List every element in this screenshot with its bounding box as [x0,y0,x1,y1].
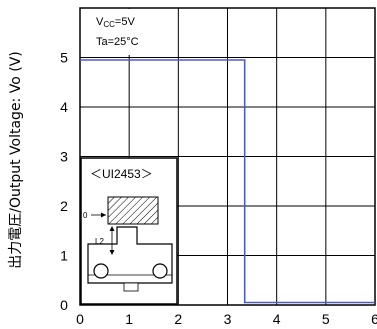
x-tick-1: 1 [125,311,133,327]
x-tick-2: 2 [174,311,182,327]
l2-arrow-head-bottom [109,250,115,255]
y-tick-0: 0 [60,297,68,313]
conditions-box-background [81,9,153,55]
vcc-value: =5V [115,16,136,28]
x-tick-6: 6 [371,311,377,327]
inset-border [80,157,178,305]
part-number-label: ＜UI2453＞ [90,167,153,181]
plot-frame [79,7,376,306]
y-tick-labels: 0 1 2 3 4 5 [60,50,68,314]
vcc-label: VCC=5V [96,16,135,29]
y-tick-4: 4 [60,99,68,115]
x-tick-labels: 0 1 2 3 4 5 6 [76,311,377,327]
conditions-box: VCC=5V Ta=25°C [81,9,153,55]
x-tick-0: 0 [76,311,84,327]
x-tick-5: 5 [322,311,330,327]
left-mounting-hole [93,263,109,279]
x-tick-4: 4 [273,311,281,327]
vcc-main: V [96,16,104,28]
y-tick-5: 5 [60,50,68,66]
y-tick-2: 2 [60,198,68,214]
zero-label: 0 [83,211,88,220]
sensor-body [87,226,173,284]
l2-arrow-head-top [109,226,115,231]
zero-arrow-head [101,212,106,218]
ta-label: Ta=25°C [96,36,139,48]
x-tick-3: 3 [224,311,232,327]
pin-stub [123,282,139,292]
l2-label: L2 [95,237,104,246]
magnet-hatched [107,196,159,225]
series-group [80,59,375,304]
sensor-inset: ＜UI2453＞ 0 L2 [80,157,178,305]
y-axis-label: 出力電圧/Output Voltage: Vo (V) [8,51,24,269]
y-tick-1: 1 [60,248,68,264]
vcc-subscript: CC [103,20,115,29]
right-mounting-hole [152,263,168,279]
y-tick-3: 3 [60,149,68,165]
series-line-0 [80,59,375,304]
